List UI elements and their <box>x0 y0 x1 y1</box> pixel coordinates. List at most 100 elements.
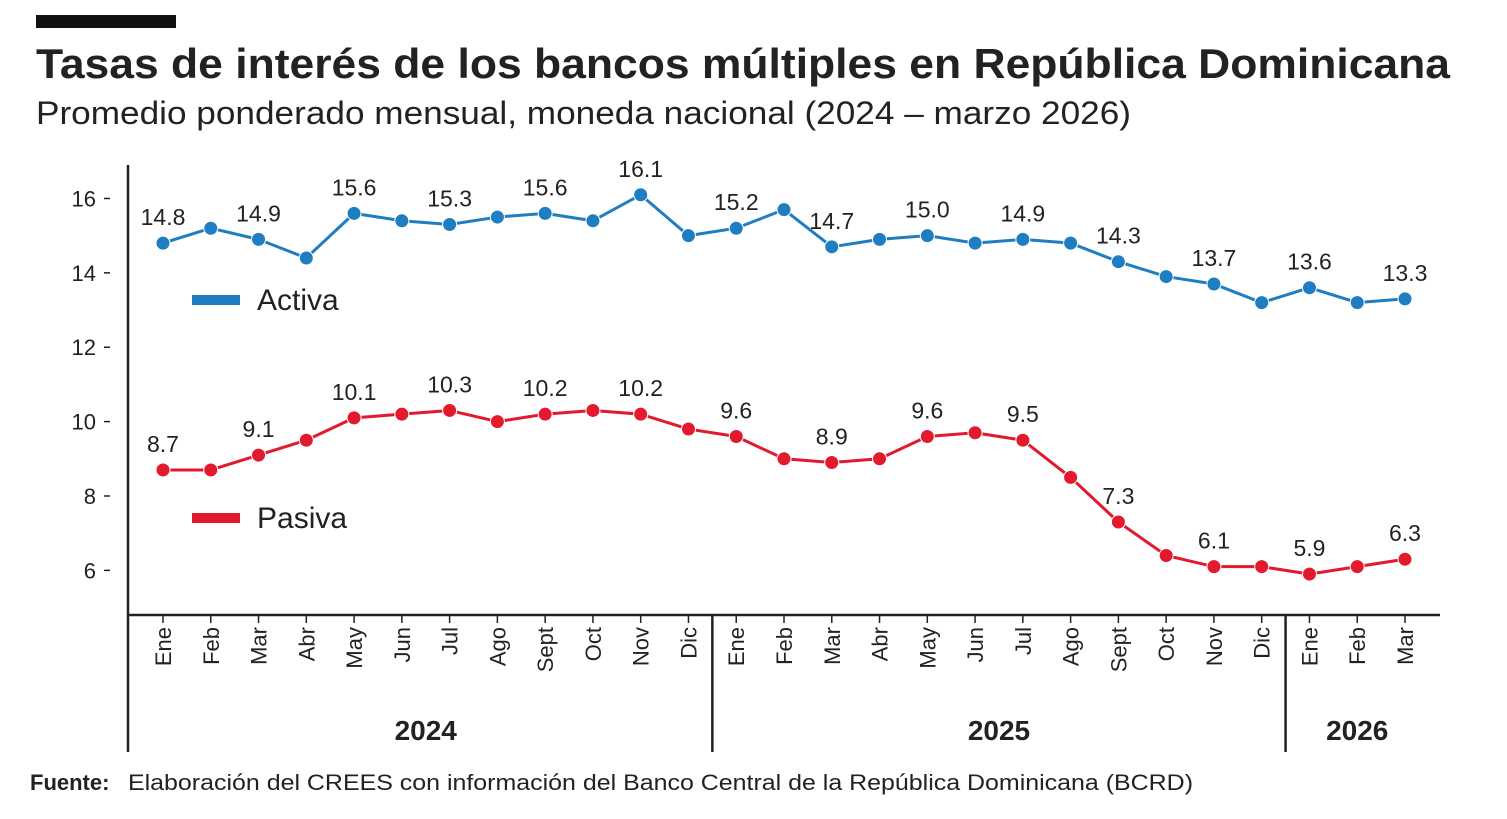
data-point <box>155 462 171 478</box>
data-point <box>633 187 649 203</box>
data-point <box>872 231 888 247</box>
data-point <box>251 231 267 247</box>
data-label: 13.7 <box>1192 245 1237 271</box>
data-point <box>680 421 696 437</box>
y-tick-label: 8 <box>84 484 96 509</box>
x-tick-label: Abr <box>868 627 893 661</box>
legend-label: Pasiva <box>257 502 347 535</box>
x-tick-label: Ene <box>724 627 749 666</box>
x-tick-label: Ene <box>151 627 176 666</box>
chart-title: Tasas de interés de los bancos múltiples… <box>36 40 1451 87</box>
data-point <box>489 414 505 430</box>
data-label: 10.1 <box>332 379 377 405</box>
data-label: 10.2 <box>523 375 568 401</box>
data-point <box>919 228 935 244</box>
data-label: 14.3 <box>1096 223 1141 249</box>
data-label: 7.3 <box>1102 483 1134 509</box>
y-tick-label: 16 <box>72 186 96 211</box>
data-label: 14.7 <box>809 208 854 234</box>
data-label: 16.1 <box>618 156 663 182</box>
data-point <box>203 462 219 478</box>
x-tick-label: Feb <box>772 627 797 665</box>
y-tick-label: 10 <box>72 410 96 435</box>
data-point <box>1397 551 1413 567</box>
data-point <box>298 250 314 266</box>
data-point <box>1110 514 1126 530</box>
data-label: 9.1 <box>243 416 275 442</box>
data-point <box>633 406 649 422</box>
x-tick-label: Ene <box>1297 627 1322 666</box>
data-point <box>394 213 410 229</box>
x-tick-label: Jun <box>390 627 415 662</box>
year-label: 2024 <box>395 715 458 746</box>
data-point <box>776 451 792 467</box>
data-point <box>680 228 696 244</box>
x-tick-label: Dic <box>676 627 701 659</box>
x-tick-label: Nov <box>1202 627 1227 666</box>
data-point <box>1397 291 1413 307</box>
data-point <box>585 402 601 418</box>
x-tick-label: Jun <box>963 627 988 662</box>
data-point <box>1206 559 1222 575</box>
data-point <box>1063 469 1079 485</box>
data-point <box>489 209 505 225</box>
data-label: 6.1 <box>1198 528 1230 554</box>
x-tick-label: Oct <box>581 627 606 661</box>
data-point <box>1254 295 1270 311</box>
x-tick-label: Sept <box>533 627 558 672</box>
legend-swatch <box>192 295 240 305</box>
data-label: 14.9 <box>1000 200 1045 226</box>
data-point <box>728 220 744 236</box>
x-tick-label: Feb <box>1345 627 1370 665</box>
data-label: 8.7 <box>147 431 179 457</box>
data-label: 14.9 <box>236 200 281 226</box>
data-point <box>394 406 410 422</box>
data-point <box>872 451 888 467</box>
chart-subtitle: Promedio ponderado mensual, moneda nacio… <box>36 95 1131 131</box>
data-label: 15.2 <box>714 189 759 215</box>
data-point <box>1254 559 1270 575</box>
data-label: 15.6 <box>523 174 568 200</box>
data-point <box>442 217 458 233</box>
data-point <box>203 220 219 236</box>
data-point <box>1158 269 1174 285</box>
data-point <box>1206 276 1222 292</box>
x-tick-label: May <box>915 627 940 669</box>
source: Elaboración del CREES con información de… <box>128 770 1193 795</box>
data-point <box>1349 295 1365 311</box>
x-tick-label: Ago <box>1059 627 1084 666</box>
x-tick-label: Oct <box>1154 627 1179 661</box>
x-tick-label: Nov <box>629 627 654 666</box>
x-tick-label: Mar <box>1393 627 1418 665</box>
y-tick-label: 14 <box>72 261 96 286</box>
data-point <box>1015 432 1031 448</box>
x-tick-label: Mar <box>820 627 845 665</box>
y-tick-label: 12 <box>72 335 96 360</box>
x-tick-label: May <box>342 627 367 669</box>
y-tick-label: 6 <box>84 558 96 583</box>
x-tick-label: Mar <box>247 627 272 665</box>
data-label: 15.0 <box>905 197 950 223</box>
year-label: 2025 <box>968 715 1030 746</box>
data-point <box>728 428 744 444</box>
data-point <box>155 235 171 251</box>
data-point <box>251 447 267 463</box>
data-label: 9.6 <box>911 397 943 423</box>
data-point <box>537 205 553 221</box>
data-point <box>442 402 458 418</box>
data-label: 6.3 <box>1389 520 1421 546</box>
data-label: 5.9 <box>1293 535 1325 561</box>
data-point <box>346 205 362 221</box>
data-label: 15.6 <box>332 174 377 200</box>
data-point <box>967 425 983 441</box>
data-point <box>967 235 983 251</box>
legend-swatch <box>192 513 240 523</box>
x-tick-label: Abr <box>294 627 319 661</box>
x-tick-label: Jul <box>1011 627 1036 655</box>
data-point <box>1063 235 1079 251</box>
data-point <box>585 213 601 229</box>
data-label: 9.5 <box>1007 401 1039 427</box>
data-point <box>1301 280 1317 296</box>
data-label: 14.8 <box>141 204 186 230</box>
data-point <box>824 455 840 471</box>
